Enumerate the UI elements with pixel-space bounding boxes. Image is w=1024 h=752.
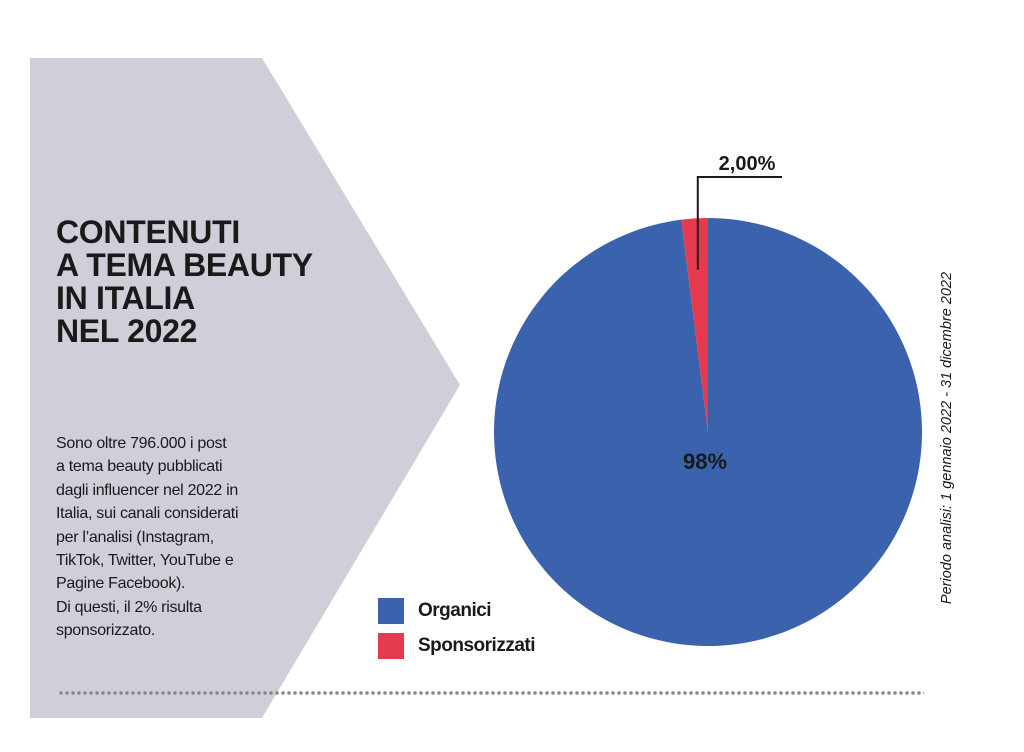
arrow-panel <box>30 58 460 718</box>
description-line-9: sponsorizzato. <box>56 622 155 640</box>
description-line-8: Di questi, il 2% risulta <box>56 598 202 616</box>
analysis-period-note: Periodo analisi: 1 gennaio 2022 - 31 dic… <box>939 271 955 605</box>
description-line-2: a tema beauty pubblicati <box>56 458 223 476</box>
chart-legend: Organici Sponsorizzati <box>378 596 536 666</box>
description-line-6: TikTok, Twitter, YouTube e <box>56 552 234 570</box>
title-line-1: CONTENUTI <box>56 214 240 250</box>
data-label-sponsorizzati: 2,00% <box>719 153 776 175</box>
legend-item-organici: Organici <box>378 596 535 626</box>
description-line-1: Sono oltre 796.000 i post <box>56 435 227 452</box>
legend-label-sponsorizzati: Sponsorizzati <box>418 635 536 656</box>
legend-item-sponsorizzati: Sponsorizzati <box>378 631 536 661</box>
description: Sono oltre 796.000 i post a tema beauty … <box>56 432 346 643</box>
data-label-organici: 98% <box>683 449 727 474</box>
leader-line <box>696 176 782 270</box>
pie-slice-organici <box>494 218 923 646</box>
description-line-3: dagli influencer nel 2022 in <box>56 481 238 499</box>
title-line-4: NEL 2022 <box>56 313 198 349</box>
description-line-4: Italia, sui canali considerati <box>56 505 239 523</box>
title-line-2: A TEMA BEAUTY <box>56 247 313 283</box>
legend-label-organici: Organici <box>418 600 492 621</box>
description-line-5: per l’analisi (Instagram, <box>56 528 214 546</box>
page-title: CONTENUTI A TEMA BEAUTY IN ITALIA NEL 20… <box>56 216 386 348</box>
title-line-3: IN ITALIA <box>56 280 195 316</box>
description-line-7: Pagine Facebook). <box>56 575 186 593</box>
legend-swatch-sponsorizzati <box>378 633 404 659</box>
dotted-divider <box>58 690 924 696</box>
pie-slice-sponsorizzati <box>681 218 708 432</box>
legend-swatch-organici <box>378 598 404 624</box>
